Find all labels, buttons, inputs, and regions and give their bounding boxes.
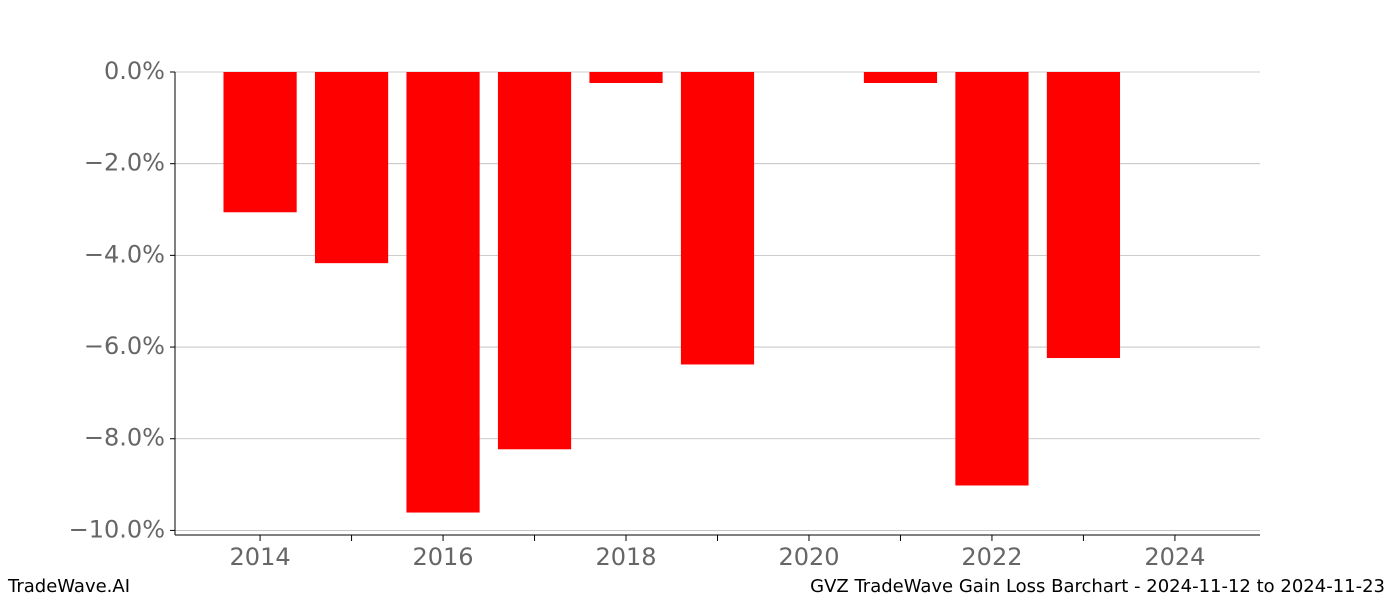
y-tick-label: −6.0% <box>84 332 165 360</box>
x-tick-label: 2022 <box>961 543 1022 571</box>
y-tick-label: −8.0% <box>84 424 165 452</box>
bar <box>1046 72 1121 359</box>
y-tick-label: −4.0% <box>84 240 165 268</box>
x-tick-label: 2016 <box>413 543 474 571</box>
bar <box>497 72 572 450</box>
y-tick-label: −2.0% <box>84 149 165 177</box>
bar <box>589 72 663 84</box>
bar <box>863 72 938 84</box>
x-tick-label: 2014 <box>230 543 291 571</box>
footer-right: GVZ TradeWave Gain Loss Barchart - 2024-… <box>810 576 1385 597</box>
bar <box>680 72 755 365</box>
y-tick-label: 0.0% <box>104 57 165 85</box>
bar <box>406 72 480 513</box>
bar <box>314 72 389 264</box>
x-tick-label: 2024 <box>1144 543 1205 571</box>
bar <box>223 72 297 213</box>
x-tick-label: 2018 <box>595 543 656 571</box>
y-tick-label: −10.0% <box>69 515 165 543</box>
bar <box>955 72 1029 486</box>
x-tick-label: 2020 <box>778 543 839 571</box>
footer-left: TradeWave.AI <box>7 576 130 597</box>
